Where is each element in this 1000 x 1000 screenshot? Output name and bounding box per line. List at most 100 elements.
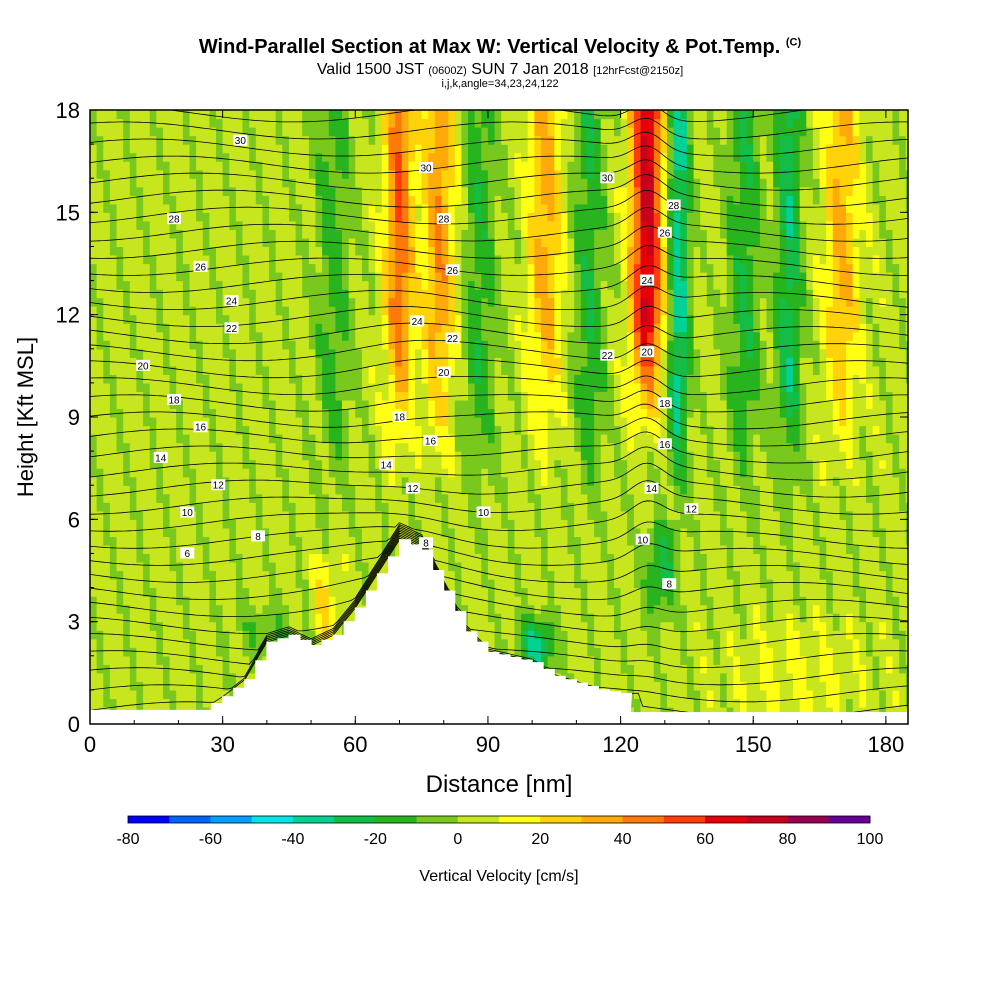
velocity-cell xyxy=(527,536,535,546)
velocity-cell xyxy=(235,519,244,529)
velocity-cell xyxy=(123,212,131,222)
velocity-cell xyxy=(541,544,549,555)
velocity-cell xyxy=(381,519,390,529)
velocity-cell xyxy=(116,442,124,452)
velocity-cell xyxy=(527,323,535,333)
velocity-cell xyxy=(514,289,522,299)
velocity-cell xyxy=(468,255,476,265)
velocity-cell xyxy=(315,382,323,393)
velocity-cell xyxy=(249,280,257,290)
velocity-cell xyxy=(322,229,330,239)
velocity-cell xyxy=(328,382,337,393)
velocity-cell xyxy=(90,246,98,256)
velocity-cell xyxy=(123,442,131,452)
velocity-cell xyxy=(494,323,502,333)
velocity-cell xyxy=(235,587,244,597)
velocity-cell xyxy=(335,263,343,273)
velocity-cell xyxy=(514,331,522,341)
velocity-cell xyxy=(90,672,98,682)
velocity-cell xyxy=(129,510,138,520)
velocity-cell xyxy=(235,391,244,401)
velocity-cell xyxy=(216,417,224,427)
velocity-cell xyxy=(315,417,323,427)
velocity-cell xyxy=(149,562,157,572)
velocity-cell xyxy=(315,246,323,256)
velocity-cell xyxy=(507,638,516,648)
velocity-cell xyxy=(176,272,184,282)
velocity-cell xyxy=(395,169,403,179)
velocity-cell xyxy=(216,195,224,205)
velocity-cell xyxy=(129,246,138,256)
velocity-cell xyxy=(116,357,124,367)
velocity-cell xyxy=(123,502,131,512)
velocity-cell xyxy=(282,144,290,154)
velocity-cell xyxy=(202,562,211,572)
velocity-cell xyxy=(196,442,204,452)
velocity-cell xyxy=(368,442,376,452)
velocity-cell xyxy=(507,519,516,529)
velocity-cell xyxy=(216,280,224,290)
velocity-cell xyxy=(348,417,356,427)
velocity-cell xyxy=(342,519,350,529)
velocity-cell xyxy=(534,365,542,375)
velocity-cell xyxy=(96,314,104,324)
velocity-cell xyxy=(202,502,211,512)
velocity-cell xyxy=(487,246,496,256)
velocity-cell xyxy=(521,417,529,427)
velocity-cell xyxy=(547,655,555,665)
velocity-cell xyxy=(222,331,230,341)
velocity-cell xyxy=(235,536,244,546)
velocity-cell xyxy=(189,621,197,631)
velocity-cell xyxy=(415,169,423,179)
velocity-cell xyxy=(196,647,204,657)
velocity-cell xyxy=(514,408,522,418)
velocity-cell xyxy=(169,144,177,154)
velocity-cell xyxy=(163,212,171,222)
velocity-cell xyxy=(342,553,350,563)
velocity-cell xyxy=(103,246,111,256)
velocity-cell xyxy=(415,237,423,248)
velocity-cell xyxy=(461,237,469,248)
velocity-cell xyxy=(381,442,390,452)
velocity-cell xyxy=(441,280,449,290)
velocity-cell xyxy=(295,519,303,529)
velocity-cell xyxy=(421,118,429,128)
velocity-cell xyxy=(269,417,277,427)
velocity-cell xyxy=(487,178,496,188)
velocity-cell xyxy=(428,229,436,239)
velocity-cell xyxy=(322,510,330,520)
velocity-cell xyxy=(289,135,297,145)
velocity-cell xyxy=(289,263,297,273)
velocity-cell xyxy=(163,297,171,307)
velocity-cell xyxy=(434,502,443,512)
velocity-cell xyxy=(415,127,423,137)
velocity-cell xyxy=(216,425,224,435)
velocity-cell xyxy=(428,357,436,367)
velocity-cell xyxy=(481,263,489,273)
velocity-cell xyxy=(342,246,350,256)
velocity-cell xyxy=(322,306,330,316)
velocity-cell xyxy=(282,425,290,435)
velocity-cell xyxy=(448,408,456,418)
velocity-cell xyxy=(123,476,131,486)
velocity-cell xyxy=(302,289,310,299)
velocity-cell xyxy=(468,621,476,631)
velocity-cell xyxy=(461,280,469,290)
velocity-cell xyxy=(129,110,138,120)
velocity-cell xyxy=(421,186,429,196)
velocity-cell xyxy=(96,579,104,589)
velocity-cell xyxy=(421,493,429,503)
velocity-cell xyxy=(289,220,297,231)
velocity-cell xyxy=(176,195,184,205)
velocity-cell xyxy=(501,536,509,546)
velocity-cell xyxy=(494,391,502,401)
velocity-cell xyxy=(182,434,191,444)
velocity-cell xyxy=(322,399,330,410)
velocity-cell xyxy=(328,451,337,461)
velocity-cell xyxy=(282,127,290,137)
velocity-cell xyxy=(368,161,376,171)
velocity-cell xyxy=(355,442,363,452)
velocity-cell xyxy=(514,203,522,213)
velocity-cell xyxy=(275,152,283,162)
velocity-cell xyxy=(182,237,191,248)
